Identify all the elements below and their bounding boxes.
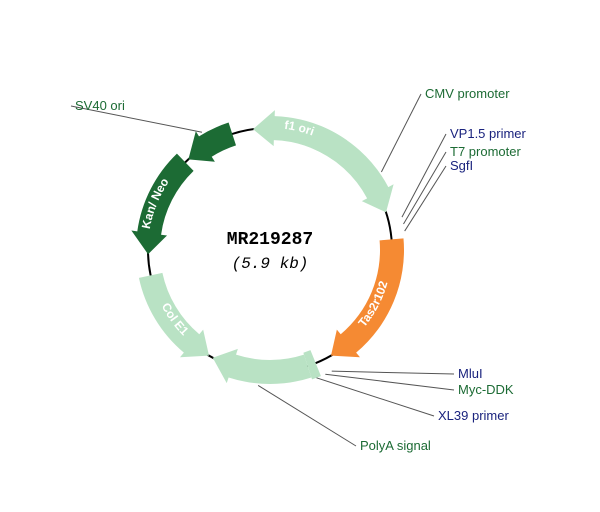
feature-arrow — [253, 110, 347, 160]
outer-label: PolyA signal — [360, 438, 431, 453]
outer-label: Myc-DDK — [458, 382, 514, 397]
feature-arrow — [213, 349, 312, 384]
outer-label: SV40 ori — [75, 98, 125, 113]
leader-line — [381, 94, 421, 172]
outer-label: MluI — [458, 366, 483, 381]
leader-line — [325, 374, 454, 390]
feature-arrow — [331, 238, 404, 357]
outer-label: CMV promoter — [425, 86, 510, 101]
outer-label: XL39 primer — [438, 408, 509, 423]
plasmid-name: MR219287 — [227, 230, 313, 250]
leader-line — [405, 166, 446, 231]
plasmid-size: (5.9 kb) — [232, 255, 309, 273]
outer-label: VP1.5 primer — [450, 126, 527, 141]
feature-arrow — [188, 123, 236, 162]
outer-label: T7 promoter — [450, 144, 521, 159]
plasmid-map: Tas2r102Col E1Kan/ Neof1 oriCMV promoter… — [0, 0, 600, 512]
leader-line — [404, 152, 446, 224]
leader-line — [332, 371, 454, 374]
leader-line — [258, 385, 356, 446]
feature-arrow — [131, 154, 193, 255]
outer-label: SgfI — [450, 158, 473, 173]
leader-line — [317, 378, 434, 416]
